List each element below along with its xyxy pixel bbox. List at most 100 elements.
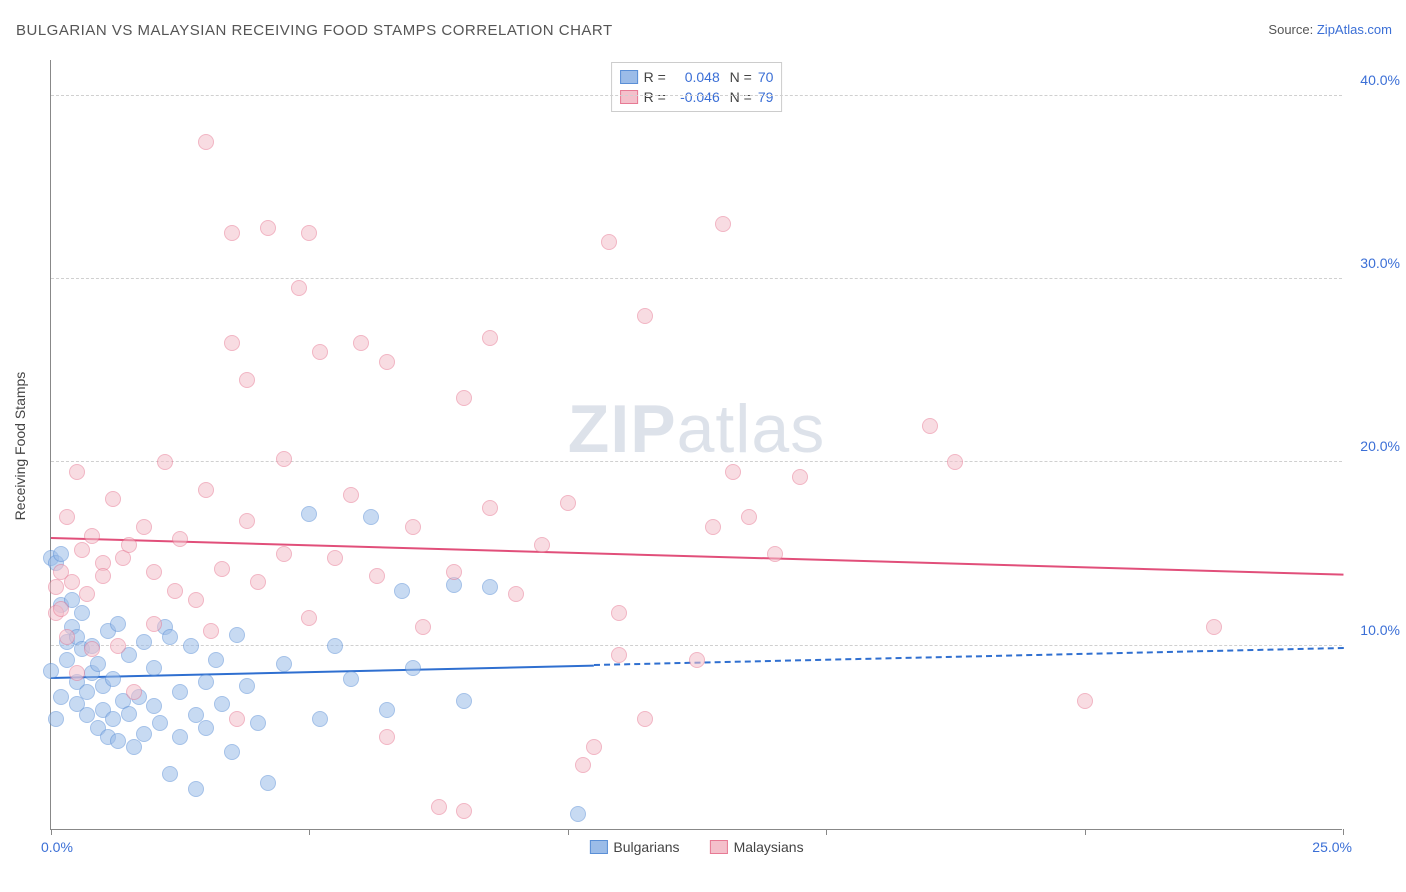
data-point xyxy=(157,454,173,470)
data-point xyxy=(105,491,121,507)
r-label: R = xyxy=(644,67,666,87)
data-point xyxy=(84,641,100,657)
x-tick xyxy=(826,829,827,835)
data-point xyxy=(188,781,204,797)
data-point xyxy=(188,592,204,608)
watermark: ZIPatlas xyxy=(568,390,825,468)
data-point xyxy=(136,634,152,650)
data-point xyxy=(203,623,219,639)
data-point xyxy=(162,629,178,645)
y-axis-title: Receiving Food Stamps xyxy=(12,372,28,521)
data-point xyxy=(637,711,653,727)
data-point xyxy=(250,574,266,590)
data-point xyxy=(152,715,168,731)
data-point xyxy=(601,234,617,250)
data-point xyxy=(95,568,111,584)
data-point xyxy=(110,733,126,749)
n-label: N = xyxy=(726,67,752,87)
source-label: Source: xyxy=(1268,22,1313,37)
r-label: R = xyxy=(644,87,666,107)
data-point xyxy=(343,671,359,687)
data-point xyxy=(301,225,317,241)
data-point xyxy=(105,671,121,687)
data-point xyxy=(198,482,214,498)
data-point xyxy=(482,330,498,346)
y-tick-label: 30.0% xyxy=(1360,255,1400,271)
data-point xyxy=(575,757,591,773)
data-point xyxy=(405,660,421,676)
data-point xyxy=(343,487,359,503)
data-point xyxy=(53,601,69,617)
data-point xyxy=(224,225,240,241)
data-point xyxy=(301,610,317,626)
data-point xyxy=(276,546,292,562)
data-point xyxy=(1206,619,1222,635)
data-point xyxy=(239,513,255,529)
data-point xyxy=(415,619,431,635)
series-legend: Bulgarians Malaysians xyxy=(589,839,803,855)
data-point xyxy=(224,335,240,351)
data-point xyxy=(146,564,162,580)
data-point xyxy=(570,806,586,822)
source-attribution: Source: ZipAtlas.com xyxy=(1268,22,1392,37)
data-point xyxy=(482,500,498,516)
y-tick-label: 20.0% xyxy=(1360,438,1400,454)
data-point xyxy=(534,537,550,553)
data-point xyxy=(250,715,266,731)
data-point xyxy=(229,627,245,643)
legend-label-bulgarians: Bulgarians xyxy=(613,839,679,855)
data-point xyxy=(198,720,214,736)
x-tick xyxy=(1343,829,1344,835)
data-point xyxy=(301,506,317,522)
data-point xyxy=(276,451,292,467)
legend-swatch-malaysians xyxy=(710,840,728,854)
data-point xyxy=(291,280,307,296)
data-point xyxy=(456,693,472,709)
data-point xyxy=(146,698,162,714)
chart-title: BULGARIAN VS MALAYSIAN RECEIVING FOOD ST… xyxy=(16,22,613,39)
data-point xyxy=(725,464,741,480)
data-point xyxy=(312,344,328,360)
data-point xyxy=(327,638,343,654)
data-point xyxy=(146,616,162,632)
r-value-bulgarians: 0.048 xyxy=(672,67,720,87)
trend-line xyxy=(51,537,1343,576)
data-point xyxy=(239,678,255,694)
data-point xyxy=(239,372,255,388)
data-point xyxy=(167,583,183,599)
plot-area: ZIPatlas R = 0.048 N = 70 R = -0.046 N =… xyxy=(50,60,1342,830)
data-point xyxy=(90,656,106,672)
correlation-row-bulgarians: R = 0.048 N = 70 xyxy=(620,67,774,87)
data-point xyxy=(172,684,188,700)
data-point xyxy=(198,134,214,150)
data-point xyxy=(379,729,395,745)
source-link[interactable]: ZipAtlas.com xyxy=(1317,22,1392,37)
data-point xyxy=(214,561,230,577)
data-point xyxy=(327,550,343,566)
data-point xyxy=(792,469,808,485)
data-point xyxy=(611,647,627,663)
data-point xyxy=(69,464,85,480)
data-point xyxy=(611,605,627,621)
data-point xyxy=(456,390,472,406)
data-point xyxy=(198,674,214,690)
data-point xyxy=(53,546,69,562)
data-point xyxy=(172,531,188,547)
data-point xyxy=(741,509,757,525)
data-point xyxy=(394,583,410,599)
data-point xyxy=(126,739,142,755)
data-point xyxy=(105,711,121,727)
chart-container: BULGARIAN VS MALAYSIAN RECEIVING FOOD ST… xyxy=(0,0,1406,892)
data-point xyxy=(214,696,230,712)
x-tick xyxy=(51,829,52,835)
data-point xyxy=(431,799,447,815)
data-point xyxy=(48,711,64,727)
data-point xyxy=(689,652,705,668)
watermark-rest: atlas xyxy=(677,391,826,467)
data-point xyxy=(59,509,75,525)
n-value-bulgarians: 70 xyxy=(758,67,774,87)
data-point xyxy=(1077,693,1093,709)
data-point xyxy=(705,519,721,535)
data-point xyxy=(162,766,178,782)
data-point xyxy=(446,564,462,580)
